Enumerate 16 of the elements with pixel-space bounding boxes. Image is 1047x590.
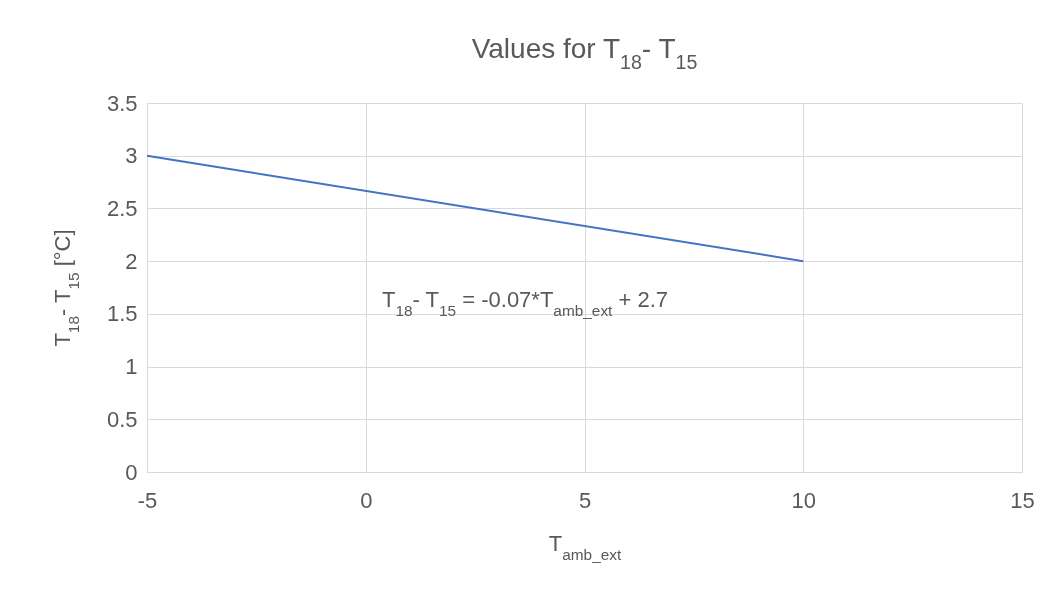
y-tick-label: 1.5 — [106, 301, 138, 327]
y-tick-label: 0.5 — [106, 406, 138, 432]
y-tick-label: 3 — [125, 143, 138, 169]
x-tick-label: 10 — [791, 487, 816, 513]
x-tick-label: 5 — [578, 487, 592, 513]
chart-title: Values for T$_{18}$- T$_{15}$ — [471, 33, 698, 73]
x-axis-title: T$_{amb_ext}$ — [548, 530, 622, 562]
annotation: T$_{18}$- T$_{15}$ = -0.07*T$_{amb_ext}$ + 2.7 — [381, 287, 669, 319]
y-tick-label: 1 — [125, 354, 138, 380]
y-tick-label: 3.5 — [106, 90, 138, 116]
y-tick-label: 0 — [125, 459, 138, 485]
y-tick-label: 2 — [125, 248, 138, 274]
x-tick-label: 15 — [1010, 487, 1035, 513]
x-tick-label: 0 — [360, 487, 373, 513]
x-tick-label: -5 — [137, 487, 158, 513]
y-tick-label: 2.5 — [106, 195, 138, 221]
